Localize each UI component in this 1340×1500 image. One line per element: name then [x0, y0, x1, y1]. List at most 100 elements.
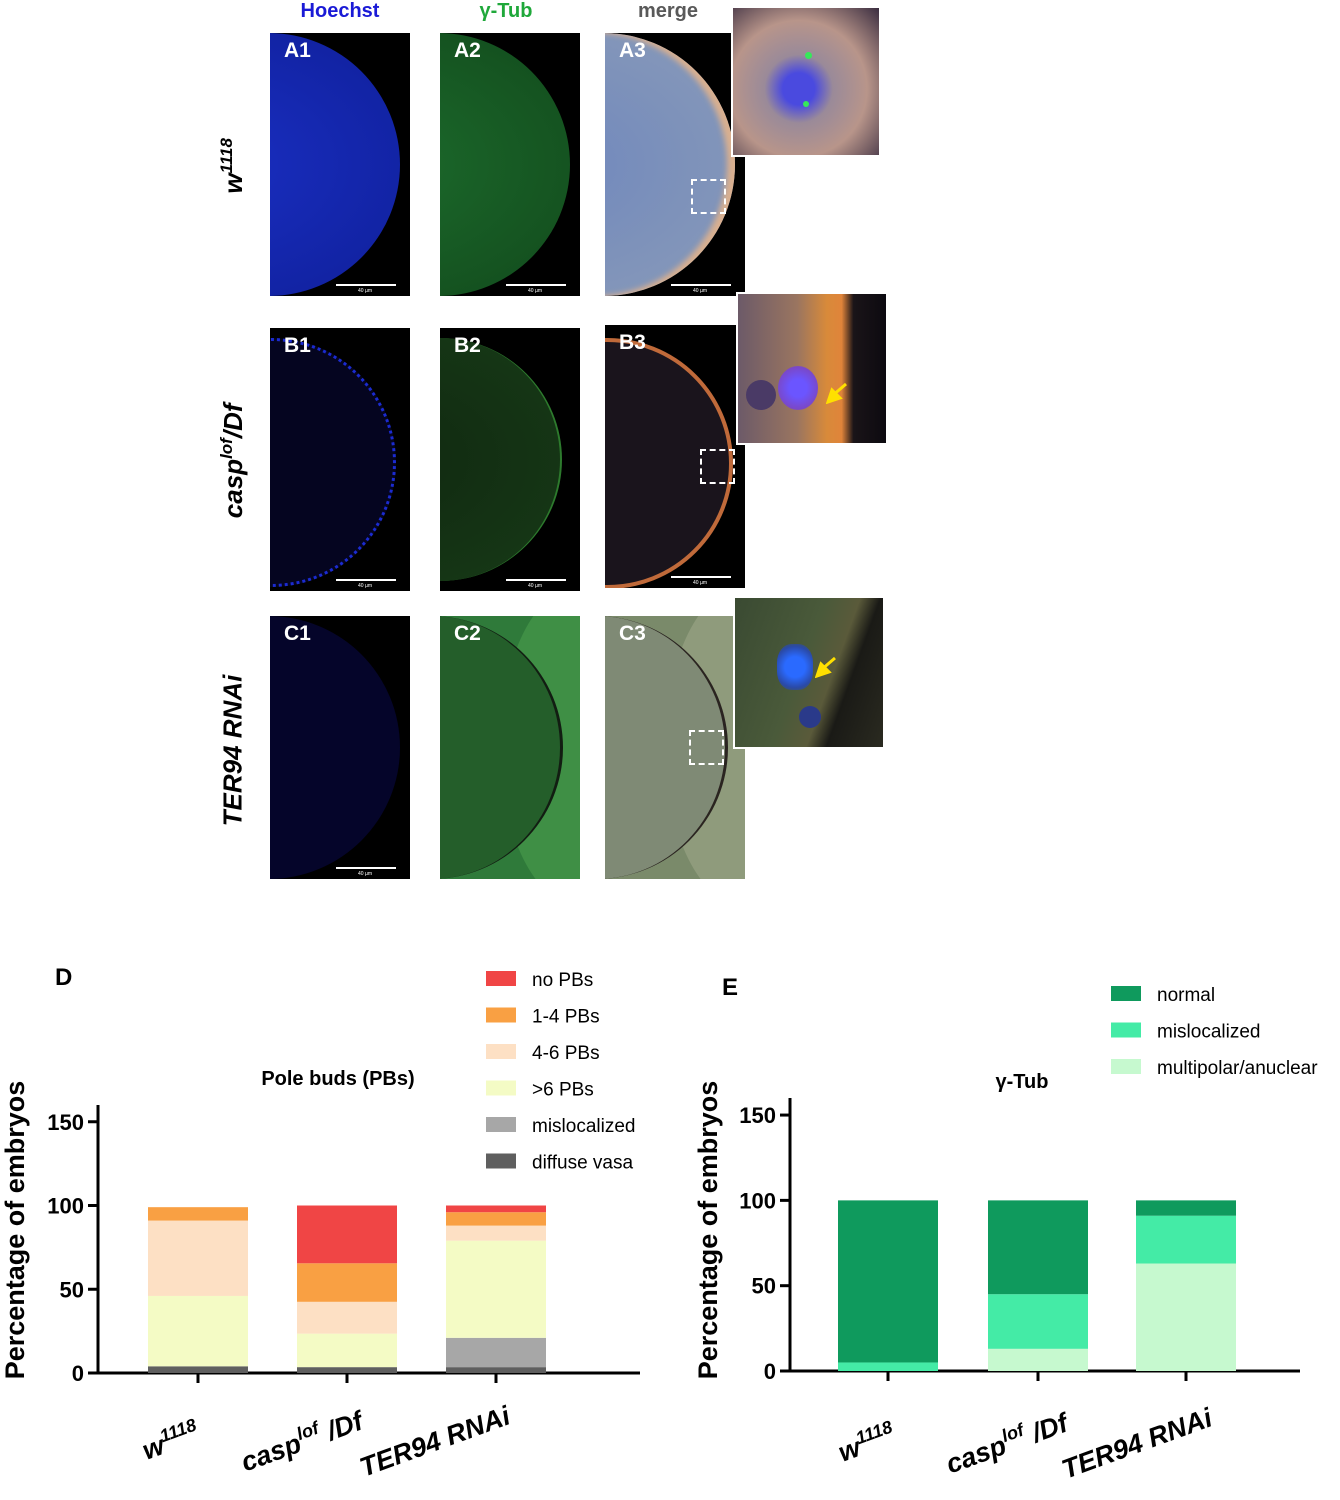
scale-bar-label: 40 µm: [358, 583, 372, 589]
zoom-region-box: [700, 449, 735, 484]
scale-bar: [336, 867, 396, 869]
bar-segment--6-pbs: [148, 1295, 248, 1367]
zoom-region-box: [691, 179, 726, 214]
panel-id: A3: [619, 39, 646, 62]
panel-id: B3: [619, 331, 646, 354]
inset-c3-zoom: [733, 596, 885, 749]
bar-segment--6-pbs: [446, 1240, 546, 1338]
panel-c1: C1 40 µm: [270, 616, 410, 879]
panel-id: C2: [454, 622, 481, 645]
yellow-arrow-icon: [815, 656, 836, 678]
category-label-1: casplof /Df: [236, 1402, 369, 1477]
scale-bar-label: 40 µm: [693, 288, 707, 294]
category-label-0: w1118: [833, 1417, 899, 1468]
panel-id: C1: [284, 622, 311, 645]
scale-bar-label: 40 µm: [358, 288, 372, 294]
legend-swatch: [486, 1044, 516, 1059]
legend-swatch: [1111, 1059, 1141, 1074]
bar-segment-4-6-pbs: [148, 1220, 248, 1296]
scale-bar: [671, 284, 731, 286]
column-header-merge: merge: [637, 0, 699, 22]
scale-bar-label: 40 µm: [528, 288, 542, 294]
legend-swatch: [486, 1080, 516, 1096]
legend-swatch: [486, 971, 516, 986]
panel-a1: A1 40 µm: [270, 33, 410, 296]
row-label-w1118: w1118: [217, 138, 248, 194]
bar-segment-4-6-pbs: [297, 1301, 397, 1334]
scale-bar-label: 40 µm: [358, 871, 372, 877]
bar-segment-4-6-pbs: [446, 1225, 546, 1241]
y-tick-label: 100: [47, 1194, 84, 1219]
bar-segment-1-4-pbs: [148, 1207, 248, 1221]
y-tick-label: 150: [739, 1103, 776, 1128]
bar-segment-mislocalized: [988, 1294, 1088, 1349]
bar-segment-1-4-pbs: [297, 1263, 397, 1302]
y-tick-label: 50: [60, 1277, 84, 1302]
legend-label: 4-6 PBs: [532, 1043, 600, 1064]
inset-b3-zoom: [736, 292, 888, 445]
chart-pole-buds: D Pole buds (PBs) Percentage of embryos …: [0, 964, 640, 1483]
bar-segment-mislocalized: [1136, 1215, 1236, 1264]
chart-e-panel-letter: E: [722, 974, 738, 1001]
panel-id: C3: [619, 622, 646, 645]
panel-a2: A2 40 µm: [440, 33, 580, 296]
legend-swatch: [486, 1153, 516, 1169]
bar-segment-normal: [1136, 1200, 1236, 1216]
scale-bar: [506, 579, 566, 581]
legend-label: normal: [1157, 985, 1215, 1006]
column-header-hoechst: Hoechst: [300, 0, 380, 22]
y-tick-label: 50: [752, 1274, 776, 1299]
legend-swatch: [1111, 986, 1141, 1001]
scale-bar: [336, 579, 396, 581]
zoom-region-box: [689, 730, 724, 765]
chart-e-plot-area: 0 50 100 150: [739, 1098, 1300, 1384]
legend-label: multipolar/anuclear: [1157, 1058, 1318, 1079]
panel-a3: A3 40 µm: [605, 33, 745, 296]
panel-b2: B2 40 µm: [440, 328, 580, 591]
category-label-2: TER94 RNAi: [356, 1400, 515, 1482]
panel-id: B2: [454, 334, 481, 357]
bar-segment-multipolar-anuclear: [1136, 1263, 1236, 1371]
bar-segment-normal: [838, 1200, 938, 1363]
chart-d-panel-letter: D: [55, 964, 72, 991]
category-label-0: w1118: [137, 1415, 203, 1466]
chart-d-plot-area: 0 50 100 150: [47, 1105, 640, 1386]
bar-segment-diffuse-vasa: [297, 1367, 397, 1373]
legend-label: mislocalized: [1157, 1022, 1260, 1043]
legend-label: diffuse vasa: [532, 1153, 633, 1174]
chart-gamma-tub: E γ-Tub Percentage of embryos 050100150 …: [693, 974, 1318, 1485]
panel-b3: B3 40 µm: [605, 325, 745, 588]
chart-d-y-axis-label: Percentage of embryos: [0, 1081, 30, 1380]
row-label-ter94-rnai: TER94 RNAi: [217, 674, 248, 827]
bar-segment-diffuse-vasa: [148, 1366, 248, 1373]
y-tick-label: 0: [764, 1359, 776, 1384]
chart-e-title: γ-Tub: [996, 1071, 1049, 1093]
bar-segment-no-pbs: [297, 1205, 397, 1264]
panel-id: A1: [284, 39, 311, 62]
panel-c2: C2: [440, 616, 580, 879]
panel-b1: B1 40 µm: [270, 328, 410, 591]
y-tick-label: 0: [72, 1361, 84, 1386]
chart-e-legend: normal mislocalized multipolar/anuclear: [1111, 985, 1318, 1079]
legend-swatch: [486, 1117, 516, 1132]
legend-label: mislocalized: [532, 1116, 635, 1137]
bar-segment-multipolar-anuclear: [988, 1348, 1088, 1371]
bar-segment-diffuse-vasa: [446, 1367, 546, 1373]
bar-segment-mislocalized: [838, 1362, 938, 1371]
scale-bar: [336, 284, 396, 286]
scale-bar-label: 40 µm: [693, 580, 707, 586]
y-tick-label: 150: [47, 1110, 84, 1135]
row-label-casp-lof-df: casplof/Df: [217, 403, 248, 519]
legend-label: no PBs: [532, 970, 593, 991]
bar-segment--6-pbs: [297, 1333, 397, 1368]
chart-d-legend: no PBs 1-4 PBs 4-6 PBs >6 PBs mislocalized di…: [486, 970, 635, 1174]
bar-segment-normal: [988, 1200, 1088, 1295]
chart-d-title: Pole buds (PBs): [261, 1068, 414, 1090]
chart-e-y-axis-label: Percentage of embryos: [693, 1081, 723, 1380]
scale-bar: [671, 576, 731, 578]
bar-segment-1-4-pbs: [446, 1212, 546, 1226]
scale-bar: [506, 284, 566, 286]
column-header-gamma-tub: γ-Tub: [479, 0, 533, 22]
